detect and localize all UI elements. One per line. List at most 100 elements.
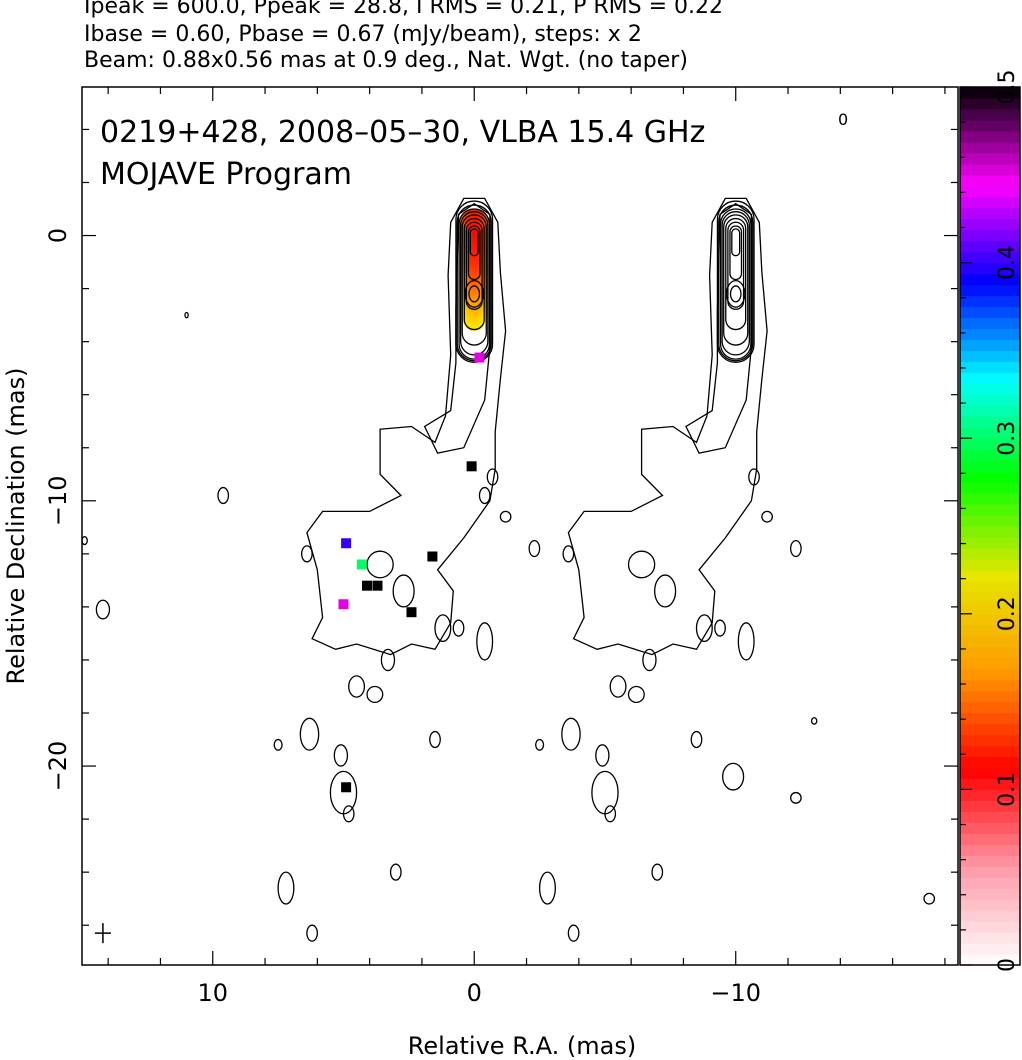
- colorbar-swatch: [960, 899, 1020, 911]
- colorbar-swatch: [960, 734, 1020, 747]
- colorbar-swatch: [960, 196, 1020, 209]
- island-contour: [761, 510, 773, 523]
- island-contour: [366, 685, 384, 704]
- island-contour: [429, 730, 441, 749]
- colorbar-swatch: [960, 602, 1020, 615]
- colorbar-swatch: [960, 547, 1020, 560]
- noise-contour: [722, 762, 745, 791]
- colorbar-swatch: [960, 240, 1020, 253]
- colorbar-swatch: [960, 361, 1020, 373]
- colorbar-swatch: [960, 701, 1020, 714]
- core-contour: [467, 225, 481, 281]
- colorbar-swatch: [960, 372, 1020, 384]
- pol-pixel: [466, 461, 477, 472]
- knot-contour: [725, 279, 746, 308]
- colorbar-swatch: [960, 515, 1020, 527]
- colorbar-swatch: [960, 723, 1020, 736]
- colorbar-swatch: [960, 668, 1020, 681]
- island-contour: [306, 924, 318, 942]
- knot-contour: [468, 285, 481, 303]
- pol-pixel: [356, 559, 367, 570]
- colorbar-swatch: [960, 943, 1020, 955]
- colorbar: 0 0.1 0.2 0.3 0.4 0.5: [959, 70, 1021, 972]
- colorbar-swatch: [960, 767, 1020, 780]
- beam-marker: [94, 923, 111, 944]
- island-contour: [562, 545, 575, 563]
- noise-contour: [789, 791, 802, 804]
- colorbar-swatch: [960, 866, 1020, 878]
- island-contour: [748, 468, 760, 486]
- pol-pixel: [341, 538, 352, 549]
- pol-pixel: [474, 352, 485, 363]
- colorbar-swatch: [960, 745, 1020, 758]
- island-contour: [737, 622, 755, 661]
- colorbar-swatch: [960, 504, 1020, 516]
- island-contour: [695, 614, 713, 643]
- core-contour: [465, 221, 483, 310]
- core-contour: [716, 200, 755, 363]
- island-contour: [366, 550, 394, 579]
- colorbar-swatch: [960, 108, 1020, 121]
- colorbar-swatch: [960, 394, 1020, 406]
- colorbar-tick-label: 0.4: [995, 245, 1020, 280]
- y-axis-label: Relative Declination (mas): [2, 367, 30, 684]
- island-contour: [273, 738, 283, 751]
- island-contour: [535, 738, 545, 751]
- header-line-2: Ibase = 0.60, Pbase = 0.67 (mJy/beam), s…: [84, 22, 642, 47]
- core-contour: [461, 214, 487, 346]
- colorbar-swatch: [960, 87, 1020, 99]
- pol-pixel: [372, 580, 383, 591]
- island-contour: [476, 622, 494, 661]
- island-contour: [627, 550, 656, 579]
- island-contour: [392, 574, 415, 608]
- colorbar-swatch: [960, 427, 1020, 439]
- colorbar-swatch: [960, 657, 1020, 670]
- colorbar-swatch: [960, 493, 1020, 505]
- colorbar-swatch: [960, 383, 1020, 395]
- colorbar-swatch: [960, 482, 1020, 494]
- colorbar-swatch: [960, 613, 1020, 626]
- chart-title: 0219+428, 2008–05–30, VLBA 15.4 GHz: [100, 115, 705, 150]
- colorbar-swatch: [960, 833, 1020, 845]
- island-contour: [528, 539, 541, 558]
- island-contour: [609, 675, 627, 698]
- island-contour: [627, 685, 645, 704]
- colorbar-swatch: [960, 416, 1020, 428]
- core-contour: [455, 200, 494, 363]
- colorbar-swatch: [960, 339, 1020, 351]
- island-contour: [604, 805, 617, 823]
- island-contour: [434, 614, 452, 643]
- noise-contour: [82, 535, 88, 546]
- colorbar-swatch: [960, 536, 1020, 549]
- noise-contour: [923, 892, 936, 905]
- island-contour: [217, 486, 230, 505]
- colorbar-swatch: [960, 679, 1020, 692]
- colorbar-swatch: [960, 569, 1020, 582]
- core-contour: [718, 204, 754, 362]
- core-contour: [469, 228, 479, 257]
- noise-contour: [95, 599, 111, 620]
- header-line-3: Beam: 0.88x0.56 mas at 0.9 deg., Nat. Wg…: [84, 48, 688, 73]
- x-tick-label: −10: [710, 979, 761, 1007]
- colorbar-swatch: [960, 822, 1020, 834]
- colorbar-swatch: [960, 284, 1020, 297]
- plot-frame: [81, 86, 959, 966]
- colorbar-swatch: [960, 152, 1020, 165]
- colorbar-swatch: [960, 317, 1020, 330]
- x-axis-label: Relative R.A. (mas): [408, 1032, 636, 1060]
- colorbar-tick-label: 0.5: [995, 70, 1020, 105]
- colorbar-swatch: [960, 789, 1020, 801]
- chart-title-superscript: 0: [838, 110, 848, 129]
- x-tick-label: 10: [197, 979, 228, 1007]
- island-contour: [342, 805, 355, 823]
- noise-contour: [810, 717, 818, 725]
- island-contour: [561, 717, 581, 751]
- colorbar-swatch: [960, 888, 1020, 900]
- island-contour: [452, 619, 465, 637]
- colorbar-swatch: [960, 328, 1020, 341]
- island-contour: [478, 486, 491, 505]
- colorbar-swatch: [960, 350, 1020, 362]
- colorbar-swatch: [960, 756, 1020, 769]
- x-tick-label: 0: [467, 979, 482, 1007]
- core-contour: [463, 217, 485, 331]
